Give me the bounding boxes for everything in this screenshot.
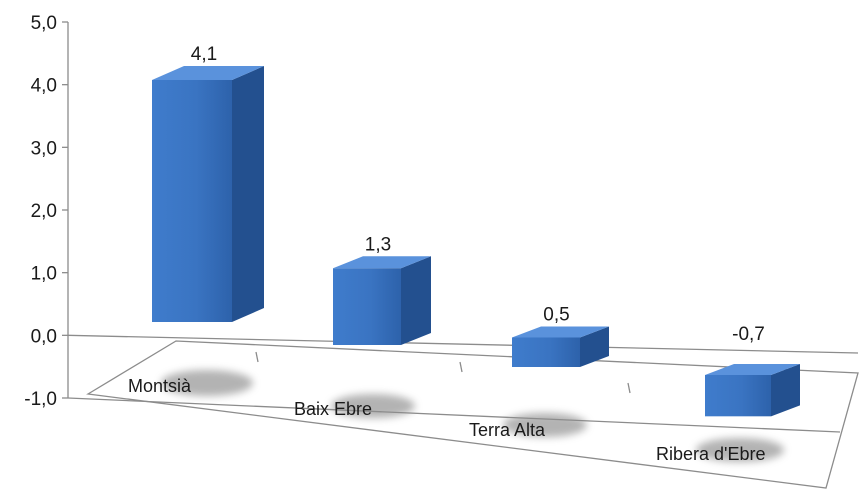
floor-back-edge (67, 397, 841, 433)
bar-front-face (512, 337, 580, 367)
bar-shadow (503, 413, 587, 437)
bar-top-face (512, 326, 609, 338)
bar (705, 364, 800, 417)
labels: 4,1 Montsià 1,3 Baix Ebre 0,5 Terra Alta -0,7 R… (128, 44, 766, 464)
bar-top-face (333, 256, 431, 269)
x-tick-label: Ribera d'Ebre (656, 444, 766, 464)
y-tick-label: 0,0 (31, 326, 57, 347)
bar-front-face (152, 80, 232, 322)
bar-front-face (333, 268, 401, 345)
y-tick-label: 4,0 (31, 76, 57, 97)
x-tick-label: Montsià (128, 376, 192, 396)
bar-side-face (580, 326, 609, 367)
bar-top-face (152, 66, 264, 80)
bar (512, 326, 609, 367)
bar (333, 256, 431, 345)
bar (152, 66, 264, 322)
bar-shadow (161, 370, 253, 396)
x-tick-mark (255, 351, 259, 363)
bar-shadow (696, 438, 784, 462)
data-label: 1,3 (365, 234, 391, 255)
bar-side-face (232, 66, 264, 322)
bars (152, 66, 800, 417)
y-tick-label: 2,0 (31, 201, 57, 222)
x-tick-label: Baix Ebre (294, 399, 372, 419)
bar-side-face (771, 364, 800, 417)
x-tick-label: Terra Alta (469, 420, 546, 440)
floor-plane-front (86, 340, 859, 489)
data-label: -0,7 (732, 324, 765, 345)
x-tick-mark (459, 361, 463, 373)
y-tick-label: 5,0 (31, 13, 57, 34)
axes: 5,0 4,0 3,0 2,0 1,0 0,0 -1,0 (24, 13, 859, 489)
y-tick-label: -1,0 (24, 389, 57, 410)
data-label: 0,5 (543, 304, 569, 325)
x-tick-mark (627, 382, 631, 394)
zero-plane-back-edge (67, 334, 859, 354)
bar-top-face (705, 364, 800, 375)
data-label: 4,1 (191, 44, 217, 65)
y-tick-label: 1,0 (31, 264, 57, 285)
bar-front-face (705, 375, 771, 417)
bar-side-face (401, 256, 431, 345)
y-tick-label: 3,0 (31, 138, 57, 159)
